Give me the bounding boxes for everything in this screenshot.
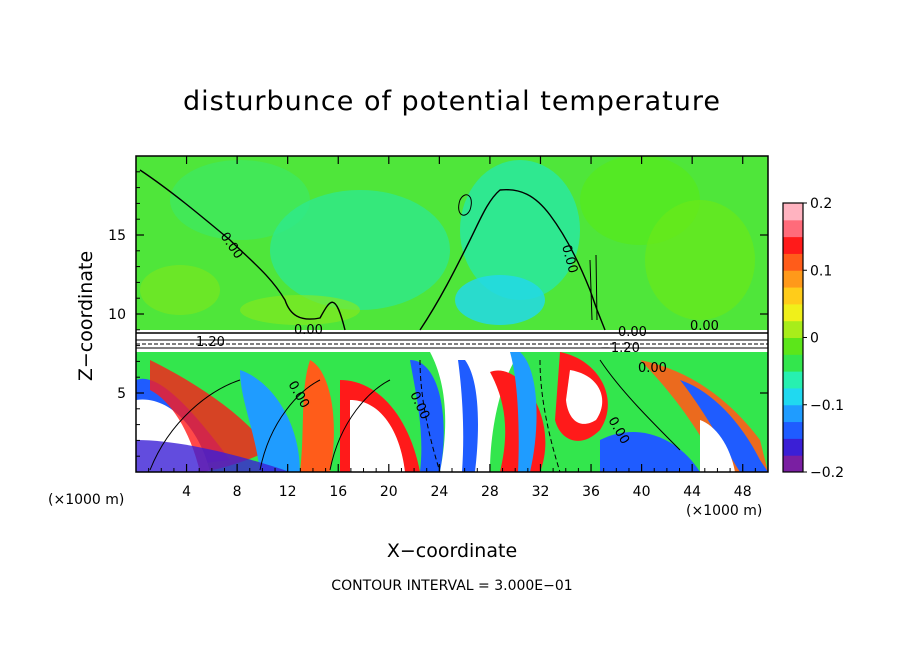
colorbar-swatch (783, 371, 803, 389)
x-tick-label: 16 (329, 484, 347, 500)
colorbar-swatch (783, 270, 803, 288)
x-tick-label: 32 (532, 484, 550, 500)
contour-interval-note: CONTOUR INTERVAL = 3.000E−01 (331, 578, 573, 594)
x-unit-label-right: (×1000 m) (686, 503, 763, 519)
y-tick-label: 5 (117, 386, 126, 402)
colorbar-tick-label: 0 (810, 331, 819, 347)
colorbar-swatch (783, 303, 803, 322)
y-axis: 5 10 15 (108, 171, 768, 457)
colorbar-swatch (783, 354, 803, 372)
colorbar-swatch (783, 337, 803, 355)
contour-label: 0.00 (618, 325, 647, 340)
contour-label: 0.00 (638, 361, 667, 376)
x-tick-label: 8 (233, 484, 242, 500)
x-unit-label: (×1000 m) (48, 492, 125, 508)
x-tick-label: 24 (430, 484, 448, 500)
colorbar-tick-label: 0.1 (810, 263, 832, 279)
colorbar-swatch (783, 219, 803, 238)
x-tick-label: 36 (582, 484, 600, 500)
colorbar-swatch (783, 404, 803, 423)
x-tick-label: 48 (734, 484, 752, 500)
y-tick-label: 10 (108, 307, 126, 323)
contour-label: 1.20 (196, 335, 225, 350)
colorbar-swatch (783, 203, 803, 221)
colorbar-swatch (783, 253, 803, 271)
colorbar-tick-label: −0.2 (810, 465, 844, 481)
x-tick-label: 40 (633, 484, 651, 500)
colorbar: 0.2 0.1 0 −0.1 −0.2 (782, 196, 844, 481)
colorbar-swatch (783, 421, 803, 439)
contour-label: 0.00 (558, 243, 580, 275)
colorbar-swatch (783, 455, 803, 473)
x-tick-label: 20 (380, 484, 398, 500)
colorbar-tick-label: 0.2 (810, 196, 832, 212)
x-tick-label: 28 (481, 484, 499, 500)
chart-title: disturbunce of potential temperature (183, 86, 721, 117)
x-tick-label: 44 (683, 484, 701, 500)
y-axis-label: Z−coordinate (75, 250, 97, 382)
x-tick-label: 12 (279, 484, 297, 500)
contour-label: 0.00 (690, 319, 719, 334)
colorbar-swatch (783, 387, 803, 406)
x-axis: 4 8 12 16 20 24 28 32 36 40 44 48 (148, 156, 756, 500)
colorbar-swatch (783, 287, 803, 305)
x-tick-label: 4 (182, 484, 191, 500)
colorbar-tick-label: −0.1 (810, 398, 844, 414)
colorbar-swatch (783, 320, 803, 338)
y-tick-label: 15 (108, 228, 126, 244)
tropopause-band (136, 330, 768, 352)
field-area (136, 156, 768, 472)
contour-label: −1.20 (600, 341, 640, 356)
colorbar-swatch (783, 438, 803, 456)
contour-label: 0.00 (294, 323, 323, 338)
x-axis-label: X−coordinate (386, 540, 518, 562)
colorbar-swatch (783, 236, 803, 254)
